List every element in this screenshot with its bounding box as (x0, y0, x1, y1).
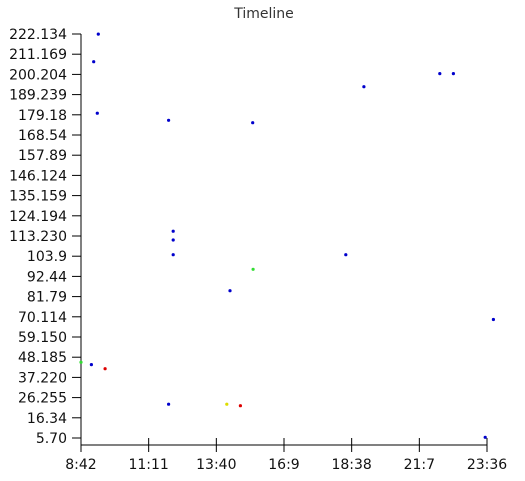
x-tick-label: 13:40 (196, 457, 236, 473)
data-point (344, 253, 348, 257)
data-point (225, 402, 229, 406)
y-tick-label: 16.34 (27, 411, 67, 427)
y-tick-label: 179.18 (18, 108, 67, 124)
data-point (171, 253, 175, 257)
data-point (89, 363, 93, 367)
data-point (251, 121, 255, 125)
y-tick-label: 48.185 (18, 350, 67, 366)
data-point (438, 72, 442, 76)
data-point (103, 367, 107, 371)
y-tick-label: 135.159 (9, 189, 67, 205)
y-tick-label: 113.230 (9, 229, 67, 245)
data-point (79, 360, 83, 364)
x-tick-label: 11:11 (128, 457, 168, 473)
y-tick-label: 37.220 (18, 370, 67, 386)
chart-title: Timeline (233, 6, 294, 22)
data-point (95, 111, 99, 115)
y-tick-label: 146.124 (9, 168, 67, 184)
data-point (171, 229, 175, 233)
data-point (251, 267, 255, 271)
y-tick-label: 200.204 (9, 67, 67, 83)
data-points (79, 32, 495, 439)
data-point (491, 317, 495, 322)
data-point (451, 72, 455, 76)
data-point (171, 238, 175, 242)
data-point (167, 402, 171, 406)
y-tick-label: 211.169 (9, 47, 67, 63)
y-tick-label: 222.134 (9, 27, 67, 43)
data-point (362, 85, 366, 89)
data-point (238, 404, 242, 408)
x-tick-label: 23:36 (467, 457, 507, 473)
y-tick-label: 103.9 (27, 249, 67, 265)
y-tick-label: 26.255 (18, 391, 67, 407)
y-tick-label: 70.114 (18, 310, 67, 326)
x-tick-label: 16:9 (268, 457, 299, 473)
data-point (167, 118, 171, 122)
data-point (228, 289, 232, 293)
x-tick-label: 18:38 (331, 457, 371, 473)
x-tick-label: 21:7 (404, 457, 435, 473)
data-point (483, 435, 487, 439)
x-axis-ticks: 8:42 11:11 13:40 16:9 18:38 21:7 23:36 (65, 438, 507, 473)
y-tick-label: 5.70 (36, 431, 67, 447)
data-point (92, 60, 96, 64)
y-axis-ticks: 222.134 211.169 200.204 189.239 179.18 168.54… (9, 27, 81, 447)
x-tick-label: 8:42 (65, 457, 96, 473)
y-tick-label: 157.89 (18, 148, 67, 164)
data-point (96, 32, 100, 36)
y-tick-label: 168.54 (18, 128, 67, 144)
y-tick-label: 59.150 (18, 330, 67, 346)
y-tick-label: 81.79 (27, 290, 67, 306)
y-tick-label: 124.194 (9, 209, 67, 225)
y-tick-label: 92.44 (27, 269, 67, 285)
y-tick-label: 189.239 (9, 88, 67, 104)
